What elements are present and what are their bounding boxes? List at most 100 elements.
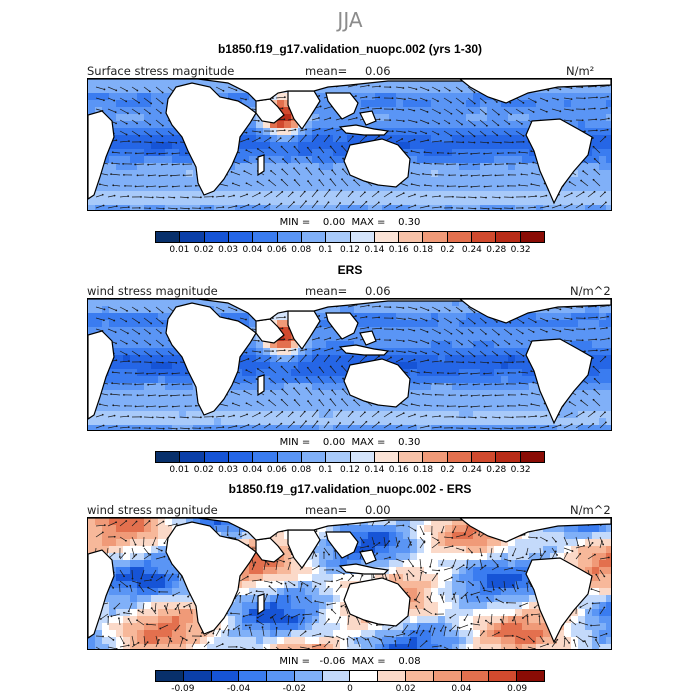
wind-arrow-head xyxy=(391,328,394,331)
field-cell xyxy=(599,376,607,384)
wind-arrow xyxy=(407,414,416,418)
wind-arrow xyxy=(371,327,381,330)
wind-arrow xyxy=(467,339,475,346)
field-cell xyxy=(578,93,586,101)
field-cell xyxy=(144,156,152,164)
field-cell xyxy=(109,114,117,122)
field-cell xyxy=(564,320,572,328)
wind-arrow-head xyxy=(147,163,150,166)
wind-arrow-head xyxy=(451,206,453,209)
wind-arrow xyxy=(323,409,330,418)
wind-arrow xyxy=(359,305,369,308)
field-cell xyxy=(165,313,173,321)
field-cell xyxy=(438,355,446,363)
wind-arrow-head xyxy=(377,201,380,204)
wind-arrow xyxy=(342,389,349,396)
field-cell xyxy=(564,334,572,342)
wind-arrow-head xyxy=(160,332,162,334)
wind-arrow xyxy=(413,162,421,165)
field-cell xyxy=(431,383,439,391)
field-cell xyxy=(445,121,453,129)
wind-arrow xyxy=(318,376,325,385)
land-namerica xyxy=(459,79,611,104)
wind-arrow-head xyxy=(391,130,394,133)
field-cell xyxy=(109,142,117,150)
wind-arrow xyxy=(467,350,475,357)
wind-arrow-head xyxy=(485,416,487,419)
wind-arrow xyxy=(155,339,164,346)
wind-arrow xyxy=(111,393,121,396)
field-cell xyxy=(585,411,593,419)
wind-arrow-head xyxy=(199,427,201,430)
field-cell xyxy=(417,383,425,391)
wind-arrow-head xyxy=(580,179,583,182)
field-cell xyxy=(571,86,579,94)
field-cell xyxy=(389,341,397,349)
field-cell xyxy=(368,320,376,328)
wind-arrow xyxy=(582,170,589,176)
wind-arrow-head xyxy=(427,425,430,427)
field-cell xyxy=(571,121,579,129)
field-cell xyxy=(508,341,516,349)
land-borneo xyxy=(359,110,377,126)
wind-arrow xyxy=(580,400,589,407)
wind-arrow xyxy=(515,108,523,114)
field-cell xyxy=(256,205,264,210)
field-cell xyxy=(277,404,285,412)
wind-arrow-head xyxy=(186,196,189,199)
field-cell xyxy=(319,334,327,342)
field-cell xyxy=(403,327,411,335)
field-cell xyxy=(543,198,551,206)
field-cell xyxy=(417,163,425,171)
wind-arrow-head xyxy=(518,382,521,385)
field-cell xyxy=(487,425,495,430)
field-cell xyxy=(263,369,271,377)
wind-arrow-head xyxy=(458,185,460,188)
wind-arrow xyxy=(484,383,493,385)
field-cell xyxy=(543,411,551,419)
wind-arrow-head xyxy=(113,194,116,197)
field-cell xyxy=(340,369,348,377)
field-cell xyxy=(270,121,278,129)
wind-arrow xyxy=(395,339,404,342)
field-cell xyxy=(165,93,173,101)
wind-arrow xyxy=(395,358,403,363)
field-cell xyxy=(599,383,607,391)
wind-arrow xyxy=(119,426,129,429)
wind-arrow-head xyxy=(604,355,607,358)
field-cell xyxy=(123,348,131,356)
wind-arrow xyxy=(167,196,175,198)
field-cell xyxy=(249,100,257,108)
field-cell xyxy=(123,93,131,101)
field-cell xyxy=(452,362,460,370)
field-cell xyxy=(592,100,600,108)
field-cell xyxy=(501,177,509,185)
land-seasia xyxy=(325,92,359,120)
wind-arrow xyxy=(171,174,181,177)
wind-arrow-head xyxy=(172,134,175,137)
field-cell xyxy=(522,142,530,150)
wind-arrow-head xyxy=(461,112,464,115)
wind-arrow-head xyxy=(270,411,273,413)
field-cell xyxy=(508,142,516,150)
field-cell xyxy=(179,142,187,150)
wind-arrow-head xyxy=(199,196,202,199)
wind-arrow-head xyxy=(582,170,585,173)
field-cell xyxy=(354,86,362,94)
wind-arrow xyxy=(471,394,481,397)
field-cell xyxy=(459,299,467,307)
wind-arrow xyxy=(519,162,529,165)
field-cell xyxy=(193,177,201,185)
field-cell xyxy=(599,114,607,122)
wind-arrow-head xyxy=(470,152,473,155)
field-cell xyxy=(144,299,152,307)
field-cell xyxy=(473,397,481,405)
wind-arrow xyxy=(371,202,380,209)
colorbar-tick-label: 0.04 xyxy=(242,245,263,255)
wind-arrow-head xyxy=(148,90,151,93)
field-cell xyxy=(172,404,180,412)
wind-arrow-head xyxy=(125,353,128,356)
field-cell xyxy=(193,198,201,206)
wind-arrow-head xyxy=(415,319,418,322)
wind-arrow-head xyxy=(161,135,164,138)
